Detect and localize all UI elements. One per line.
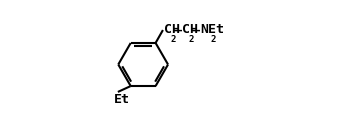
Text: Et: Et — [114, 93, 130, 106]
Text: 2: 2 — [170, 35, 176, 43]
Text: CH: CH — [182, 23, 198, 36]
Text: CH: CH — [164, 23, 179, 36]
Text: 2: 2 — [210, 35, 215, 43]
Text: —: — — [193, 23, 200, 36]
Text: 2: 2 — [189, 35, 194, 43]
Text: —: — — [174, 23, 182, 36]
Text: NEt: NEt — [200, 23, 224, 36]
